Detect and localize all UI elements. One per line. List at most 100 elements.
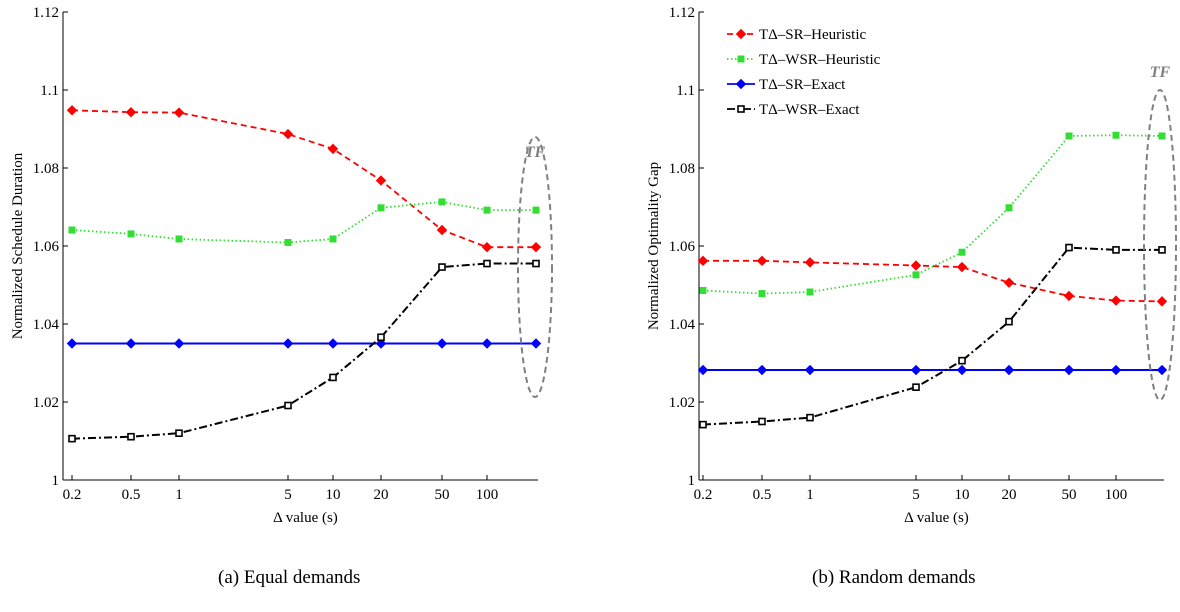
x-tick-label: 20 [1002, 487, 1017, 503]
x-tick-label: 20 [374, 487, 389, 503]
data-point [804, 257, 816, 268]
data-point [377, 204, 385, 212]
data-point [735, 78, 747, 90]
series-TΔ–SR–Exact [66, 338, 542, 349]
y-tick-label: 1.1 [40, 83, 59, 99]
data-point [327, 143, 339, 155]
tf-ellipse [517, 136, 553, 398]
data-point [375, 175, 387, 186]
y-axis-label: Normalized Schedule Duration [10, 152, 26, 339]
data-point [956, 261, 968, 273]
data-point [1005, 204, 1013, 212]
x-tick-label: 5 [912, 487, 920, 503]
series-TΔ–SR–Heuristic [697, 255, 1168, 307]
data-point [327, 338, 339, 349]
tf-label: TF [1150, 64, 1171, 81]
data-point [699, 286, 707, 294]
series-line [71, 200, 536, 244]
series-line [703, 259, 1163, 303]
data-point [958, 248, 966, 256]
data-point [1065, 132, 1073, 140]
tf-label: TF [525, 144, 546, 161]
y-tick-label: 1.06 [669, 239, 696, 255]
data-point [1112, 246, 1120, 254]
y-tick-label: 1.04 [33, 317, 60, 333]
caption-b: (b) Random demands [812, 567, 976, 588]
data-point [956, 364, 968, 376]
data-point [481, 241, 493, 253]
x-tick-label: 0.2 [694, 487, 713, 503]
data-point [375, 338, 387, 349]
data-point [481, 338, 493, 349]
y-tick-label: 1.08 [33, 161, 59, 177]
data-point [329, 373, 337, 382]
x-tick-label: 50 [435, 487, 450, 503]
caption-a: (a) Equal demands [218, 567, 361, 588]
y-tick-label: 1 [688, 473, 696, 489]
data-point [1156, 364, 1168, 376]
y-tick-label: 1.02 [33, 395, 59, 411]
tf-ellipse [1143, 89, 1177, 401]
data-point [1065, 243, 1073, 252]
data-point [66, 338, 78, 349]
x-tick-label: 10 [326, 487, 341, 503]
x-tick-label: 1 [175, 487, 183, 503]
series-TΔ–SR–Exact [697, 364, 1168, 376]
data-point [806, 413, 814, 422]
data-point [1003, 364, 1015, 376]
data-point [438, 263, 446, 271]
data-point [1063, 364, 1075, 376]
x-tick-label: 1 [806, 487, 814, 503]
legend-label: TΔ–SR–Heuristic [759, 27, 866, 43]
x-tick-label: 100 [1105, 487, 1128, 503]
data-point [910, 260, 922, 271]
x-tick-label: 100 [476, 487, 499, 503]
data-point [1112, 131, 1120, 139]
data-point [756, 364, 768, 376]
data-point [735, 28, 747, 40]
data-point [806, 288, 814, 296]
data-point [758, 290, 766, 298]
data-point [1110, 295, 1122, 306]
y-tick-label: 1.12 [33, 5, 59, 21]
data-point [125, 338, 137, 349]
data-point [284, 238, 292, 246]
data-point [173, 107, 185, 118]
data-point [1158, 246, 1166, 254]
data-point [532, 206, 540, 214]
data-point [175, 235, 183, 243]
data-point [958, 356, 966, 365]
series-TΔ–SR–Heuristic [66, 105, 542, 253]
data-point [68, 434, 76, 443]
y-tick-label: 1.08 [669, 161, 695, 177]
legend-label: TΔ–WSR–Exact [759, 102, 860, 118]
chart-panel-b: 1 1.02 1.04 1.06 1.08 1.1 1.12 0.2 0.5 1 5 10 20 50 10… [646, 5, 1177, 526]
data-point [173, 338, 185, 349]
series-line [71, 109, 536, 249]
data-point [697, 364, 709, 376]
y-tick-label: 1.12 [669, 5, 695, 21]
data-point [1003, 277, 1015, 288]
data-point [282, 128, 294, 140]
data-point [1063, 290, 1075, 302]
series-line [702, 246, 1162, 426]
data-point [282, 338, 294, 349]
data-point [697, 255, 709, 267]
data-point [127, 230, 135, 238]
x-tick-label: 0.5 [122, 487, 141, 503]
data-point [804, 364, 816, 376]
y-tick-label: 1.02 [669, 395, 695, 411]
series-TΔ–WSR–Heuristic [699, 131, 1166, 298]
legend: TΔ–SR–Heuristic TΔ–WSR–Heuristic TΔ–SR–Exa… [727, 27, 881, 118]
series-TΔ–WSR–Exact [699, 243, 1166, 429]
series-line [71, 262, 536, 440]
x-tick-label: 0.5 [753, 487, 772, 503]
data-point [438, 198, 446, 206]
data-point [483, 206, 491, 214]
series-line [702, 134, 1163, 295]
data-point [436, 338, 448, 349]
x-tick-label: 5 [284, 487, 292, 503]
data-point [737, 105, 745, 113]
